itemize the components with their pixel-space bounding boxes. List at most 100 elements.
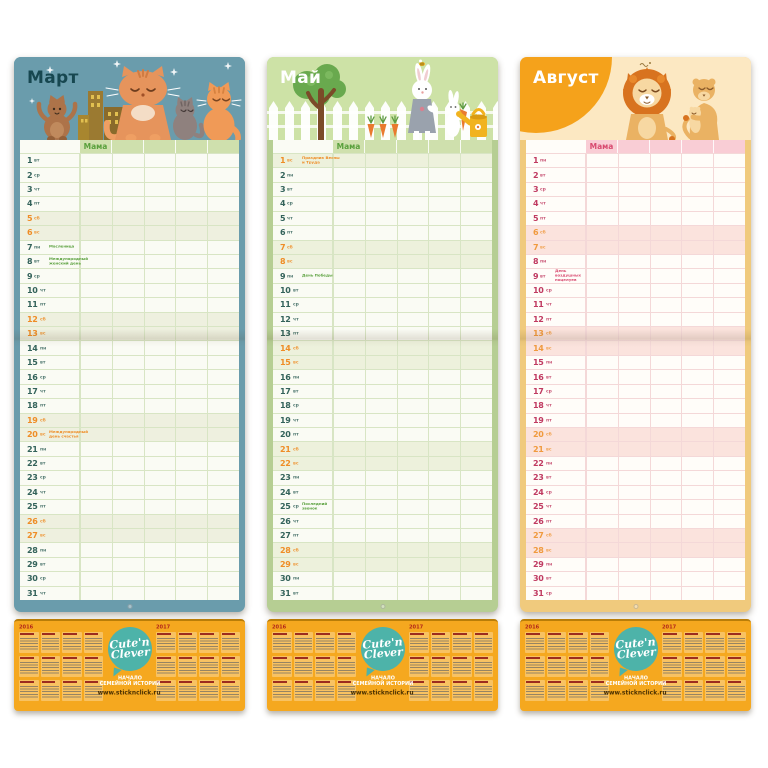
mama-day-cell	[333, 543, 365, 557]
family-day-cell	[396, 413, 429, 428]
family-day-cell	[175, 312, 207, 327]
mini-month-calendar	[546, 680, 566, 701]
family-day-cell	[649, 197, 682, 211]
family-day-cell	[428, 528, 460, 543]
weekday-abbr: чт	[287, 215, 293, 222]
family-day-cell	[460, 269, 492, 283]
mini-month-calendar	[177, 632, 197, 653]
family-day-cell	[649, 485, 682, 500]
day-number: 4	[533, 199, 539, 209]
mini-month-calendar	[19, 656, 39, 677]
weekday-abbr: сб	[34, 215, 41, 222]
day-number: 30	[27, 574, 38, 584]
day-number: 27	[280, 531, 291, 541]
family-day-cell	[207, 355, 239, 370]
day-label-cell: 24 чт	[20, 485, 80, 500]
family-day-cell	[460, 413, 492, 428]
day-label-cell: 24 ср	[526, 485, 586, 500]
mama-day-cell	[586, 572, 618, 586]
month-header: Март	[14, 57, 245, 140]
mama-day-cell	[333, 283, 365, 298]
day-label-cell: 10 ср	[526, 283, 586, 298]
family-day-cell	[617, 514, 650, 528]
family-day-cell	[364, 355, 397, 370]
day-row: 1 вт	[20, 153, 239, 168]
day-row: 19 сб	[20, 412, 239, 428]
weekday-abbr: пт	[39, 504, 46, 510]
family-day-cell	[460, 586, 492, 601]
weekday-abbr: ср	[39, 374, 46, 380]
family-day-cell	[460, 154, 492, 168]
day-label-cell: 14 сб	[273, 341, 333, 355]
family-day-cell	[713, 528, 745, 543]
day-number: 13	[533, 329, 544, 339]
mama-day-cell	[586, 355, 618, 370]
family-day-cell	[207, 543, 239, 557]
family-day-cell	[364, 428, 397, 442]
mini-month-calendar	[199, 632, 219, 653]
day-number: 19	[27, 415, 38, 425]
family-day-cell	[175, 586, 207, 601]
family-day-cell	[617, 500, 650, 514]
family-day-cell	[681, 370, 713, 384]
day-number: 21	[280, 444, 291, 454]
day-label-cell: 15 вс	[273, 355, 333, 370]
day-label-cell: 20 сб	[526, 428, 586, 442]
mini-month-calendar	[409, 632, 429, 653]
family-day-cell	[207, 168, 239, 182]
weekday-abbr: сб	[39, 417, 46, 423]
family-day-cell	[396, 298, 429, 312]
day-row: 27 сб	[526, 527, 745, 543]
family-day-cell	[364, 341, 397, 355]
weekday-abbr: пн	[545, 561, 552, 568]
family-day-cell	[428, 456, 460, 471]
family-day-cell	[649, 283, 682, 298]
mama-day-cell	[80, 182, 112, 197]
family-day-cell	[428, 269, 460, 283]
family-day-cell	[175, 254, 207, 269]
mama-day-cell	[586, 211, 618, 226]
family-day-cell	[143, 413, 176, 428]
family-day-cell	[681, 456, 713, 471]
family-day-cell	[649, 168, 682, 182]
day-row: 21 сб	[273, 441, 492, 456]
day-number: 11	[280, 300, 291, 310]
day-row: 24 ср	[526, 484, 745, 500]
family-day-cell	[396, 211, 429, 226]
family-column-header	[396, 140, 428, 153]
family-day-cell	[396, 399, 429, 413]
day-label-cell: 21 сб	[273, 442, 333, 456]
family-day-cell	[111, 384, 144, 399]
family-column-header	[713, 140, 745, 153]
family-day-cell	[111, 370, 144, 384]
family-day-cell	[428, 211, 460, 226]
family-column-header	[143, 140, 175, 153]
day-label-cell: 12 пт	[526, 312, 586, 327]
day-number: 17	[27, 386, 38, 396]
family-day-cell	[649, 182, 682, 197]
month-title: Март	[27, 68, 79, 88]
mini-calendar-block-right: 2017	[409, 624, 493, 701]
mini-month-calendar	[568, 632, 588, 653]
day-number: 27	[27, 531, 38, 541]
family-day-cell	[175, 399, 207, 413]
family-day-cell	[617, 456, 650, 471]
day-number: 10	[280, 286, 291, 295]
family-day-cell	[617, 543, 650, 557]
family-day-cell	[460, 168, 492, 182]
family-day-cell	[207, 327, 239, 341]
year-label: 2016	[525, 624, 540, 630]
day-label-cell: 12 чт	[273, 312, 333, 327]
family-day-cell	[364, 197, 397, 211]
mama-day-cell	[586, 254, 618, 269]
day-label-cell: 6 сб	[526, 226, 586, 240]
month-grid: Мама 1 вс Праздник Весны и Труда 2 пн 3 вт 4 ср 5…	[273, 140, 492, 601]
weekday-abbr: вт	[545, 576, 552, 582]
family-day-cell	[713, 240, 745, 254]
calendar-card: Май Мама 1 вс Праздник Весны и Труда 2 пн 3 вт…	[267, 57, 498, 612]
family-day-cell	[364, 442, 397, 456]
mini-month-calendar	[430, 656, 450, 677]
mini-calendar-block-right: 2017	[662, 624, 746, 701]
family-day-cell	[207, 442, 239, 456]
day-label-cell: 9 вт	[526, 269, 586, 283]
